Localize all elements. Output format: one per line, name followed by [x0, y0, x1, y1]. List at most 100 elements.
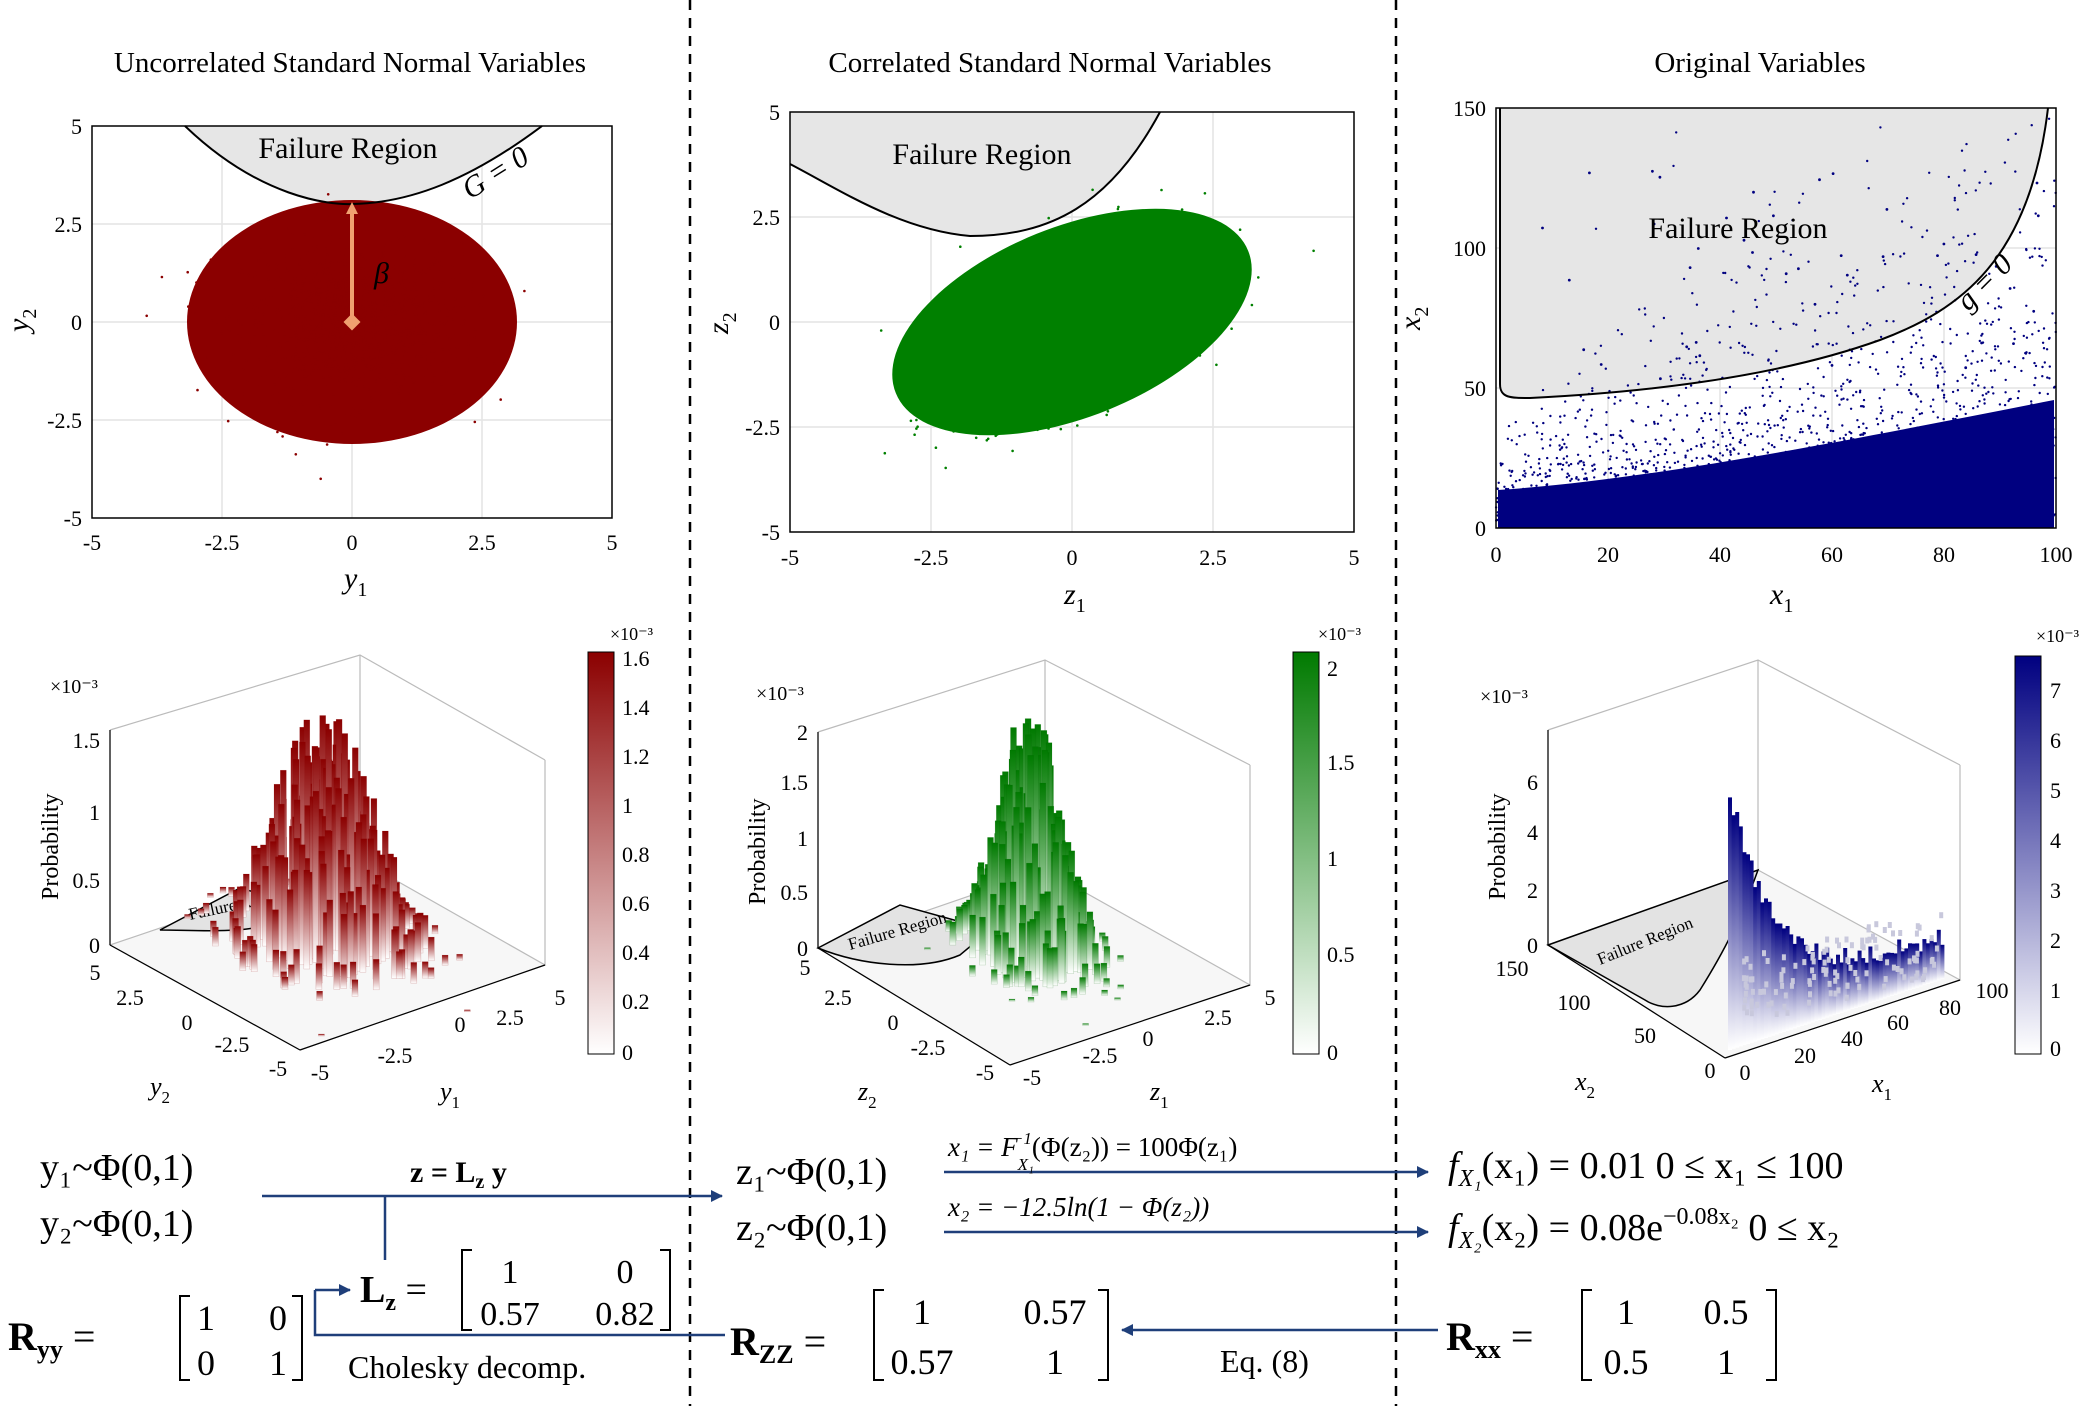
scatter-point: [1519, 506, 1523, 509]
scatter-point: [1942, 462, 1945, 465]
scatter-point: [2043, 361, 2047, 364]
scatter-point: [1048, 350, 1052, 353]
scatter-point: [431, 392, 435, 396]
scatter-point: [1754, 298, 1757, 302]
scatter-point: [998, 308, 1001, 312]
scatter-point: [972, 415, 976, 418]
scatter-point: [1000, 359, 1003, 363]
scatter-point: [1057, 333, 1060, 336]
scatter-point: [1687, 512, 1691, 515]
scatter-point: [357, 253, 361, 256]
scatter-point: [391, 363, 394, 366]
scatter-point: [358, 346, 362, 350]
scatter-point: [1589, 503, 1592, 506]
scatter-point: [1675, 413, 1679, 416]
scatter-point: [1593, 463, 1596, 466]
scatter-point: [1080, 334, 1083, 337]
scatter-point: [290, 405, 293, 409]
scatter-point: [1606, 501, 1609, 504]
scatter-point: [302, 357, 306, 361]
scatter-point: [434, 257, 437, 260]
scatter-point: [345, 316, 348, 319]
scatter-point: [1070, 292, 1074, 296]
scatter-point: [1653, 486, 1656, 489]
scatter-point: [398, 339, 402, 343]
scatter-point: [1763, 477, 1766, 480]
scatter-point: [1915, 408, 1918, 411]
scatter-point: [989, 338, 992, 342]
scatter-point: [1012, 334, 1016, 337]
scatter-point: [305, 335, 309, 338]
scatter-point: [384, 345, 388, 349]
scatter-point: [1019, 384, 1022, 388]
scatter-point: [1120, 293, 1124, 297]
scatter-point: [311, 275, 315, 279]
scatter-point: [1541, 447, 1545, 450]
scatter-point: [277, 339, 281, 343]
scatter-point: [1896, 365, 1900, 368]
scatter-point: [363, 385, 366, 388]
scatter-point: [1569, 479, 1572, 482]
scatter-point: [366, 258, 370, 262]
scatter-point: [1783, 505, 1787, 508]
scatter-point: [454, 306, 457, 309]
scatter-point: [322, 422, 325, 426]
scatter-point: [318, 331, 321, 335]
scatter-point: [1036, 428, 1039, 432]
scatter-point: [375, 363, 379, 367]
scatter-point: [287, 226, 290, 230]
scatter-point: [371, 301, 374, 304]
scatter-point: [378, 256, 382, 259]
scatter-point: [1147, 256, 1151, 259]
scatter-point: [329, 263, 333, 267]
scatter-point: [329, 376, 332, 379]
scatter-point: [414, 270, 418, 274]
scatter-point: [293, 276, 297, 280]
scatter-point: [1983, 402, 1986, 405]
scatter-point: [324, 377, 328, 380]
scatter-point: [373, 388, 377, 392]
scatter-point: [1031, 331, 1034, 335]
scatter-point: [424, 358, 427, 362]
panel-title-original: Original Variables: [1654, 47, 1865, 79]
scatter-point: [953, 297, 957, 301]
scatter-point: [1017, 303, 1021, 307]
scatter-point: [1024, 413, 1028, 417]
scatter-point: [1005, 342, 1009, 346]
scatter-point: [1134, 292, 1138, 296]
scatter-point: [1807, 260, 1810, 263]
scatter-point: [1071, 385, 1074, 388]
scatter-point: [1634, 465, 1638, 469]
scatter-point: [389, 367, 392, 371]
scatter-point: [1829, 441, 1833, 445]
scatter-point: [1866, 322, 1869, 325]
scatter-point: [1523, 492, 1527, 496]
scatter-point: [2017, 390, 2021, 393]
scatter-point: [1964, 191, 1968, 195]
scatter-point: [1028, 361, 1032, 365]
scatter-point: [316, 261, 320, 265]
scatter-point: [1128, 269, 1131, 273]
scatter-point: [1158, 297, 1162, 301]
scatter-point: [1164, 325, 1167, 328]
scatter-point: [1006, 367, 1009, 371]
scatter-point: [1538, 467, 1542, 470]
scatter-point: [1080, 391, 1083, 394]
scatter-point: [1141, 237, 1144, 240]
scatter-point: [1048, 315, 1052, 318]
scatter-point: [1861, 483, 1865, 487]
scatter-point: [1799, 427, 1803, 431]
scatter-point: [376, 357, 379, 360]
scatter-point: [411, 285, 415, 289]
scatter-point: [1679, 476, 1683, 479]
scatter-point: [392, 328, 395, 332]
scatter-point: [309, 245, 313, 248]
scatter-point: [1951, 490, 1954, 493]
scatter-point: [341, 310, 345, 314]
scatter-point: [1114, 276, 1117, 279]
scatter-point: [324, 277, 328, 281]
scatter-point: [987, 376, 990, 379]
scatter-point: [340, 322, 344, 326]
scatter-point: [1859, 405, 1863, 408]
scatter-point: [1843, 507, 1846, 510]
